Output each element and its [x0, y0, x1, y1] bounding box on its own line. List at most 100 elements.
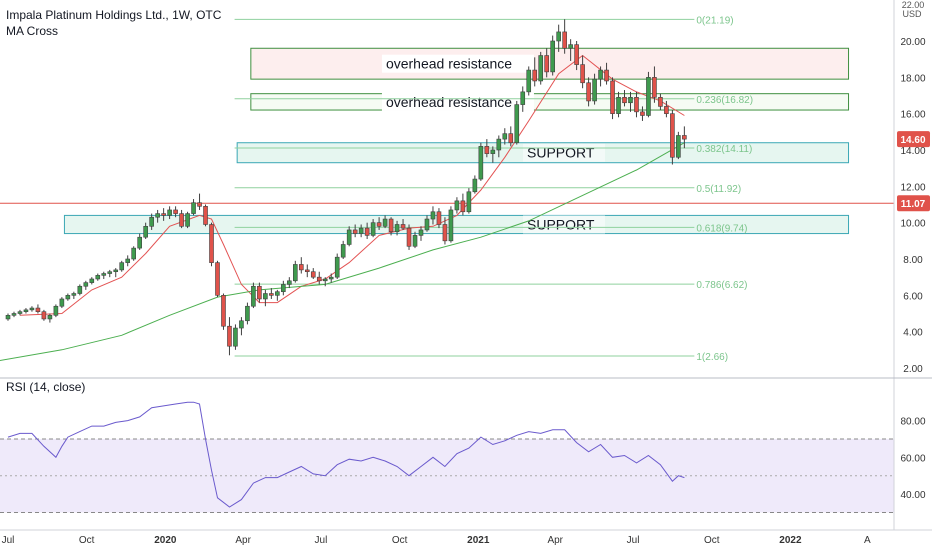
candle: [304, 264, 310, 278]
candle: [652, 66, 657, 103]
indicator-label: MA Cross: [6, 24, 58, 38]
candle: [508, 126, 514, 147]
candle: [580, 55, 585, 89]
ref-price-tag: [897, 195, 930, 212]
candle: [592, 73, 597, 105]
time-tick-label: Oct: [704, 535, 720, 546]
candle: [664, 100, 669, 118]
candle-body: [550, 40, 555, 73]
candle: [17, 309, 23, 316]
price-tick-label: 14.00: [900, 146, 925, 157]
zone-label-bg: [523, 215, 606, 234]
time-tick-label: Oct: [79, 535, 95, 546]
candle-body: [358, 227, 364, 234]
candle: [71, 291, 77, 299]
candle: [334, 253, 340, 279]
candle: [5, 313, 11, 321]
candle: [215, 260, 220, 298]
candle: [293, 260, 298, 283]
candle: [29, 306, 35, 312]
ref-price-label: 11.07: [901, 199, 926, 210]
price-tick-label: 4.00: [903, 328, 923, 339]
candle-body: [664, 106, 669, 114]
candle-body: [293, 264, 298, 282]
candle-body: [418, 229, 424, 236]
candle-body: [310, 271, 316, 278]
candle-body: [376, 222, 382, 227]
candle: [568, 39, 573, 61]
candle-body: [424, 218, 430, 231]
candle-body: [682, 135, 687, 140]
ma-slow-line: [0, 142, 685, 361]
candle-body: [233, 327, 238, 347]
candle: [364, 222, 370, 240]
fib-level-label: 0.382(14.11): [696, 144, 752, 155]
candle-body: [227, 325, 232, 347]
candle-body: [167, 209, 172, 216]
candle-body: [245, 305, 250, 322]
candle: [23, 308, 29, 314]
candle: [550, 35, 555, 76]
candle-body: [191, 202, 196, 214]
candle: [125, 255, 131, 267]
candle-body: [508, 133, 514, 144]
candle-body: [472, 178, 478, 193]
candle: [346, 226, 352, 247]
candle-body: [670, 113, 675, 158]
candle-body: [580, 64, 585, 84]
candle-body: [616, 97, 621, 114]
candle: [610, 77, 615, 120]
candle: [221, 293, 226, 330]
candle: [209, 222, 214, 267]
candle: [460, 193, 466, 216]
fib-level-label: 0.236(16.82): [696, 95, 753, 106]
candle-body: [364, 227, 370, 236]
candle: [622, 90, 627, 107]
candle: [11, 311, 17, 318]
candle-body: [370, 222, 376, 236]
candle: [616, 91, 621, 118]
candle: [113, 268, 119, 278]
price-tick-label: 20.00: [900, 37, 925, 48]
time-tick-label: Oct: [392, 535, 408, 546]
candle: [233, 324, 238, 350]
candle-body: [460, 200, 466, 213]
candle: [676, 131, 681, 160]
candle-body: [41, 311, 47, 320]
candle-body: [5, 315, 11, 320]
candle: [658, 93, 663, 111]
candle: [628, 91, 633, 112]
candle: [167, 206, 172, 220]
candle: [251, 282, 256, 309]
candle: [65, 293, 71, 301]
candle: [556, 24, 561, 52]
candle: [646, 71, 651, 118]
candle: [197, 193, 202, 210]
candle-body: [173, 209, 178, 214]
candle: [352, 224, 358, 238]
candle: [466, 188, 472, 214]
candle-body: [47, 315, 53, 320]
candle-body: [155, 213, 160, 218]
price-tick-label: 16.00: [900, 110, 925, 121]
candle-body: [490, 149, 496, 154]
candle: [502, 128, 508, 145]
candle-body: [628, 97, 633, 104]
candle-body: [634, 97, 639, 113]
candle: [436, 208, 442, 229]
candle: [640, 106, 645, 121]
candle: [47, 313, 53, 323]
time-tick-label: Jul: [627, 535, 640, 546]
candle-body: [221, 295, 226, 327]
candle: [514, 100, 520, 145]
candle: [322, 277, 328, 287]
candle-body: [400, 224, 406, 229]
candle-body: [322, 278, 328, 282]
rsi-pane[interactable]: [0, 401, 894, 513]
candle-body: [107, 271, 113, 274]
price-pane[interactable]: overhead resistance overhead resistance SU…: [0, 15, 894, 363]
candle-body: [143, 226, 148, 238]
candle-body: [149, 216, 154, 227]
candle-body: [562, 31, 567, 49]
